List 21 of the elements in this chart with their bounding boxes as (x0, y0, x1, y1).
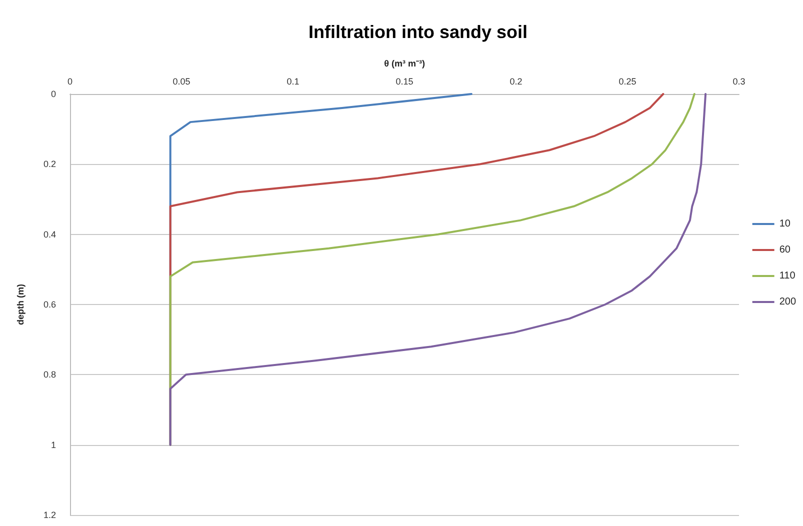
y-tick-label: 0 (50, 89, 56, 99)
x-tick-label: 0 (67, 76, 73, 86)
y-tick-label: 0.2 (43, 159, 56, 170)
x-tick-label: 0.1 (286, 76, 300, 86)
y-tick-label: 0.6 (43, 300, 56, 310)
x-tick-label: 0.2 (510, 76, 522, 86)
y-tick-label: 0.4 (43, 229, 56, 240)
legend-label: 10 (779, 218, 791, 230)
legend-label: 60 (779, 244, 791, 256)
x-tick-label: 0.15 (396, 76, 414, 86)
legend-label: 110 (779, 270, 796, 282)
x-tick-label: 0.3 (732, 76, 746, 86)
y-tick-label: 1 (50, 440, 56, 450)
x-tick-label: 0.05 (172, 76, 190, 86)
y-axis-title: depth (m) (16, 284, 26, 325)
y-tick-label: 0.8 (43, 370, 56, 380)
legend-label: 200 (779, 296, 796, 308)
y-tick-label: 1.2 (43, 510, 56, 520)
x-axis-title: θ (m³ m⁻³) (384, 58, 425, 68)
chart-title: Infiltration into sandy soil (308, 22, 528, 42)
x-tick-label: 0.25 (618, 76, 636, 86)
